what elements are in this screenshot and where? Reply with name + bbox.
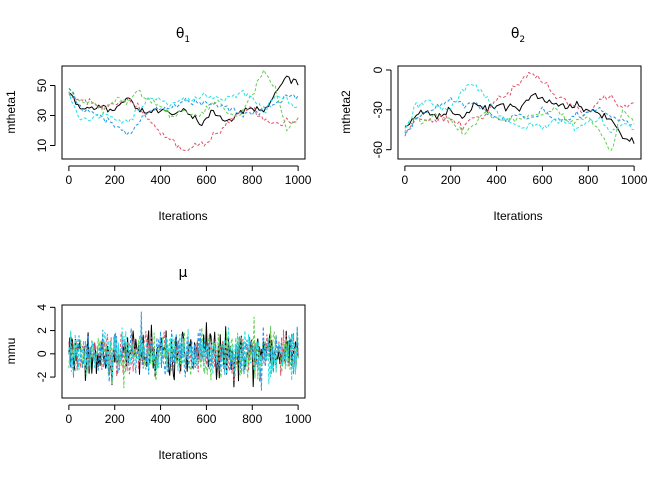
x-tick-label-theta2: 600 bbox=[532, 173, 552, 187]
x-tick-label-theta1: 200 bbox=[105, 173, 125, 187]
series-line-theta2-5 bbox=[404, 83, 635, 134]
series-line-theta1-5 bbox=[68, 89, 299, 124]
series-line-theta2-3 bbox=[404, 106, 635, 151]
x-tick-label-theta2: 800 bbox=[578, 173, 598, 187]
title-mu: μ bbox=[179, 265, 188, 281]
plot-frame-theta2 bbox=[397, 65, 642, 160]
y-axis-label-mu: mmu bbox=[4, 338, 18, 365]
y-tick-label-theta2: -60 bbox=[371, 141, 385, 159]
x-tick-label-theta1: 0 bbox=[66, 173, 73, 187]
x-tick-label-mu: 400 bbox=[151, 412, 171, 426]
y-tick-label-theta2: 0 bbox=[371, 66, 385, 73]
x-axis-mu: 0 200 400 600 800 1000 bbox=[66, 404, 312, 426]
series-layer-theta1 bbox=[68, 69, 299, 152]
title-theta2-main: θ bbox=[511, 26, 520, 42]
y-tick-label-mu: 4 bbox=[35, 304, 49, 311]
plot-frame-theta1 bbox=[61, 65, 306, 160]
y-tick-label-theta1: 10 bbox=[35, 139, 49, 153]
series-line-theta1-1 bbox=[68, 75, 299, 127]
x-tick-label-mu: 600 bbox=[196, 412, 216, 426]
x-tick-label-mu: 200 bbox=[105, 412, 125, 426]
x-tick-label-theta1: 1000 bbox=[285, 173, 312, 187]
y-axis-label-theta2: mtheta2 bbox=[339, 90, 353, 134]
y-tick-label-mu: 0 bbox=[35, 350, 49, 357]
y-axis-label-theta1: mtheta1 bbox=[4, 90, 18, 134]
x-tick-label-theta2: 400 bbox=[487, 173, 507, 187]
y-tick-label-theta1: 50 bbox=[35, 79, 49, 93]
y-axis-mu: -2 0 2 4 bbox=[35, 304, 56, 382]
x-tick-label-mu: 1000 bbox=[285, 412, 312, 426]
y-axis-theta1: 10 30 50 bbox=[35, 79, 56, 153]
y-axis-theta2: -60 -30 0 bbox=[371, 66, 392, 159]
x-tick-label-theta2: 1000 bbox=[621, 173, 648, 187]
x-axis-label-theta2: Iterations bbox=[493, 209, 542, 223]
series-line-theta2-1 bbox=[404, 92, 635, 144]
series-line-theta2-4 bbox=[404, 97, 635, 134]
series-layer-theta2 bbox=[404, 71, 635, 151]
title-theta2: θ2 bbox=[511, 26, 525, 45]
x-tick-label-mu: 800 bbox=[242, 412, 262, 426]
title-theta1: θ1 bbox=[176, 26, 190, 45]
title-theta2-subscript: 2 bbox=[519, 35, 525, 45]
panel-mu: μ 0 200 400 600 800 1000 -2 0 2 4 Iterations mmu bbox=[4, 265, 312, 462]
y-tick-label-theta2: -30 bbox=[371, 101, 385, 119]
series-line-theta1-2 bbox=[68, 93, 299, 152]
x-tick-label-mu: 0 bbox=[66, 412, 73, 426]
y-tick-label-mu: 2 bbox=[35, 327, 49, 334]
x-axis-theta2: 0 200 400 600 800 1000 bbox=[402, 165, 648, 187]
title-theta1-main: θ bbox=[176, 26, 185, 42]
x-axis-theta1: 0 200 400 600 800 1000 bbox=[66, 165, 312, 187]
series-line-theta1-4 bbox=[68, 88, 299, 136]
panel-theta1: θ1 0 200 400 600 800 1000 10 30 50 Iterations m… bbox=[4, 26, 312, 223]
series-line-theta1-3 bbox=[68, 69, 299, 132]
panel-theta2: θ2 0 200 400 600 800 1000 -60-300 Iterations … bbox=[339, 26, 648, 223]
x-tick-label-theta2: 200 bbox=[441, 173, 461, 187]
plot-frame-mu bbox=[61, 304, 306, 399]
x-axis-label-theta1: Iterations bbox=[158, 209, 207, 223]
series-layer-mu bbox=[68, 311, 299, 391]
x-tick-label-theta2: 0 bbox=[402, 173, 409, 187]
y-tick-label-mu: -2 bbox=[35, 371, 49, 382]
series-line-theta2-2 bbox=[404, 71, 635, 137]
y-tick-label-theta1: 30 bbox=[35, 109, 49, 123]
x-tick-label-theta1: 400 bbox=[151, 173, 171, 187]
x-tick-label-theta1: 800 bbox=[242, 173, 262, 187]
title-theta1-subscript: 1 bbox=[184, 35, 190, 45]
x-axis-label-mu: Iterations bbox=[158, 448, 207, 462]
x-tick-label-theta1: 600 bbox=[196, 173, 216, 187]
series-line-mu-5 bbox=[68, 327, 299, 385]
series-line-mu-3 bbox=[68, 316, 299, 389]
